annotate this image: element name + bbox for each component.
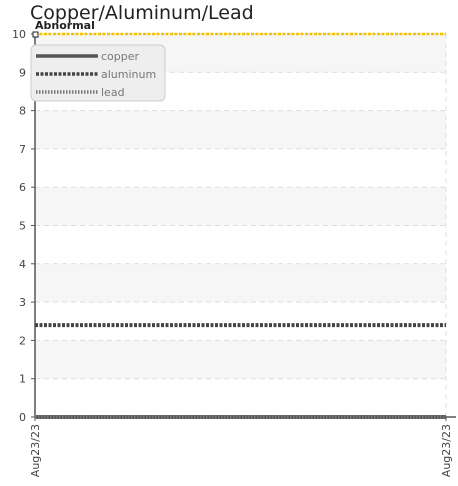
y-tick-label: 10: [12, 28, 26, 41]
plot-band: [35, 187, 446, 226]
y-tick-label: 0: [19, 411, 26, 424]
y-tick-label: 7: [19, 143, 26, 156]
legend-label-lead: lead: [101, 86, 125, 99]
plot-background-bands: [35, 34, 446, 379]
legend-label-copper: copper: [101, 50, 140, 63]
y-tick-label: 5: [19, 220, 26, 233]
chart-title: Copper/Aluminum/Lead: [30, 2, 254, 24]
x-tick-labels: Aug23/23 Aug23/23: [29, 417, 453, 477]
y-tick-labels: 0 1 2 3 4 5 6 7 8 9 10: [12, 28, 35, 424]
plot-band: [35, 340, 446, 379]
y-tick-label: 6: [19, 181, 26, 194]
y-tick-label: 2: [19, 334, 26, 347]
plot-band: [35, 110, 446, 149]
y-tick-label: 9: [19, 66, 26, 79]
y-tick-label: 3: [19, 296, 26, 309]
threshold-label: Abnormal: [35, 19, 95, 32]
series-lines: [35, 323, 446, 419]
x-tick-label: Aug23/23: [29, 424, 42, 477]
threshold-line: Abnormal: [32, 19, 446, 38]
y-tick-label: 8: [19, 105, 26, 118]
x-tick-label: Aug23/23: [440, 424, 453, 477]
legend: copper aluminum lead: [30, 44, 166, 102]
legend-box: [30, 44, 166, 102]
plot-band: [35, 263, 446, 303]
y-tick-label: 4: [19, 258, 26, 271]
threshold-marker: [32, 31, 39, 38]
y-tick-label: 1: [19, 373, 26, 386]
legend-label-aluminum: aluminum: [101, 68, 156, 81]
